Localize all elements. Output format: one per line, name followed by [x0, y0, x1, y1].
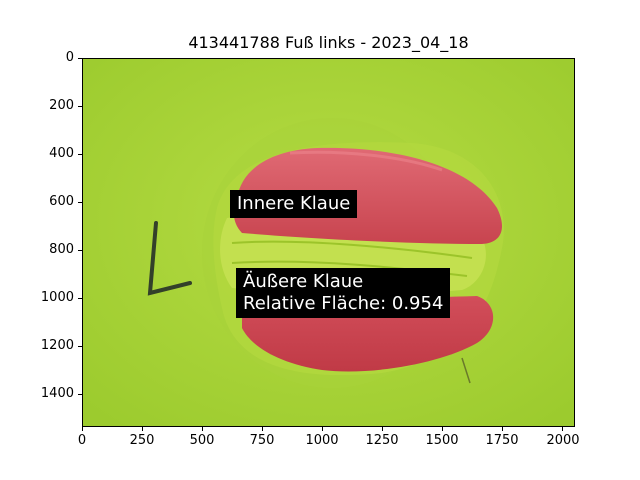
y-tick-mark [78, 58, 82, 59]
x-tick-mark [502, 427, 503, 431]
x-tick-mark [442, 427, 443, 431]
x-tick-label: 500 [189, 433, 215, 448]
y-tick-mark [78, 154, 82, 155]
x-tick-mark [202, 427, 203, 431]
x-tick-mark [382, 427, 383, 431]
x-tick-mark [562, 427, 563, 431]
y-tick-label: 600 [49, 194, 74, 209]
x-tick-label: 750 [249, 433, 275, 448]
y-tick-label: 1000 [40, 290, 74, 305]
x-tick-label: 2000 [546, 433, 580, 448]
outer-claw-area-text: Relative Fläche: 0.954 [243, 293, 444, 314]
y-tick-label: 400 [49, 146, 74, 161]
x-tick-mark [262, 427, 263, 431]
hoof-photo [82, 58, 575, 427]
x-tick-label: 1750 [485, 433, 519, 448]
x-tick-label: 1500 [425, 433, 459, 448]
y-tick-label: 800 [49, 242, 74, 257]
x-tick-mark [322, 427, 323, 431]
y-tick-mark [78, 394, 82, 395]
x-tick-mark [142, 427, 143, 431]
inner-claw-text: Innere Klaue [237, 193, 351, 214]
outer-claw-text: Äußere Klaue [243, 271, 364, 292]
x-tick-label: 0 [77, 433, 87, 448]
y-tick-mark [78, 202, 82, 203]
x-tick-label: 250 [129, 433, 155, 448]
figure-title: 413441788 Fuß links - 2023_04_18 [188, 33, 469, 52]
y-tick-label: 0 [65, 50, 74, 65]
x-tick-label: 1000 [305, 433, 339, 448]
y-tick-label: 1400 [40, 386, 74, 401]
x-tick-mark [82, 427, 83, 431]
photo-area: Innere Klaue Äußere Klaue Relative Fläch… [82, 58, 575, 427]
y-tick-label: 200 [49, 98, 74, 113]
y-tick-mark [78, 346, 82, 347]
x-tick-label: 1250 [365, 433, 399, 448]
y-tick-label: 1200 [40, 338, 74, 353]
y-tick-mark [78, 298, 82, 299]
inner-claw-label: Innere Klaue [230, 190, 358, 218]
y-tick-mark [78, 250, 82, 251]
outer-claw-label: Äußere Klaue Relative Fläche: 0.954 [236, 268, 451, 318]
y-tick-mark [78, 106, 82, 107]
